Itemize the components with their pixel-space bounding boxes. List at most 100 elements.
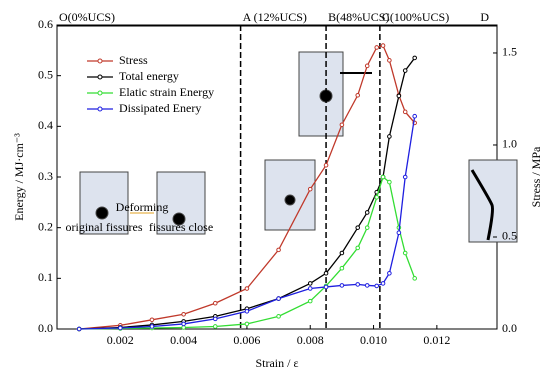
point <box>374 194 380 200</box>
point <box>212 324 218 329</box>
point <box>276 314 281 319</box>
point <box>364 225 370 230</box>
point <box>339 283 345 288</box>
point <box>412 276 417 281</box>
point <box>339 265 345 271</box>
point <box>307 286 313 291</box>
fissure <box>95 206 109 220</box>
x-tick-label: 0.004 <box>170 333 197 347</box>
point <box>244 286 250 291</box>
fissure <box>172 212 186 226</box>
phase-label: B(48%UCS) <box>328 10 389 24</box>
point <box>118 325 123 331</box>
legend-label: Stress <box>119 53 148 67</box>
x-tick-label: 0.012 <box>423 333 450 347</box>
point <box>387 134 392 139</box>
y-tick-label: 0.2 <box>38 219 53 233</box>
series-line <box>79 116 416 330</box>
point <box>387 270 392 276</box>
point <box>364 210 370 215</box>
point <box>76 326 82 332</box>
phase-label: D <box>480 10 489 24</box>
point <box>276 296 281 301</box>
legend-marker <box>97 106 103 112</box>
y-tick-label: 0.3 <box>38 169 53 183</box>
point <box>323 284 329 290</box>
specimen <box>468 159 518 243</box>
point <box>374 45 380 50</box>
point <box>307 186 313 192</box>
point <box>181 321 186 327</box>
y-tick-label: 0.5 <box>38 67 53 81</box>
point <box>355 92 361 98</box>
point <box>380 174 386 180</box>
x-tick-label: 0.008 <box>297 333 324 347</box>
point <box>412 55 417 61</box>
point <box>212 300 218 306</box>
y2-tick-label: 1.5 <box>502 45 517 59</box>
point <box>380 43 386 48</box>
point <box>307 281 313 286</box>
point <box>396 230 402 236</box>
specimen <box>79 171 129 235</box>
point <box>149 324 155 329</box>
point <box>149 317 155 323</box>
x-tick-label: 0.002 <box>107 333 134 347</box>
point <box>380 281 386 286</box>
point <box>387 58 392 63</box>
point <box>355 282 361 287</box>
point <box>402 109 408 115</box>
point <box>181 311 186 317</box>
point <box>402 250 408 256</box>
y-tick-label: 0.4 <box>38 118 53 132</box>
point <box>396 93 402 99</box>
point <box>364 63 370 69</box>
legend-label: Elatic strain Energy <box>119 85 214 99</box>
point <box>212 316 218 322</box>
point <box>323 270 329 276</box>
point <box>307 298 313 304</box>
point <box>323 162 329 168</box>
legend-label: Dissipated Enery <box>119 101 201 115</box>
phase-label: C(100%UCS) <box>382 10 449 24</box>
point <box>339 250 345 256</box>
crack <box>470 169 494 241</box>
inset-label: Deforming <box>116 200 169 214</box>
point <box>355 225 361 230</box>
legend-marker <box>97 58 103 64</box>
point <box>402 174 408 180</box>
legend-marker <box>97 74 103 80</box>
phase-label: A (12%UCS) <box>243 10 307 24</box>
point <box>244 308 250 314</box>
point <box>244 321 250 327</box>
inset-label: fissures close <box>149 220 213 234</box>
point <box>374 283 380 289</box>
specimen <box>156 171 206 235</box>
y-tick-label: 0.0 <box>38 321 53 335</box>
phase-label: O(0%UCS) <box>59 10 115 24</box>
series-line <box>79 57 416 330</box>
y-axis-title: Energy / MJ·cm⁻³ <box>12 133 26 221</box>
point <box>355 245 361 251</box>
y2-tick-label: 0.5 <box>502 229 517 243</box>
point <box>387 179 392 185</box>
series-line <box>79 175 416 330</box>
x-tick-label: 0.006 <box>233 333 260 347</box>
y2-axis-title: Stress / MPa <box>529 146 543 207</box>
legend-label: Total energy <box>119 69 179 83</box>
x-axis-title: Strain / ε <box>255 356 298 370</box>
point <box>364 283 370 288</box>
y-tick-label: 0.6 <box>38 17 53 31</box>
fissure <box>284 194 296 206</box>
insets <box>79 51 518 243</box>
x-tick-label: 0.010 <box>360 333 387 347</box>
y2-tick-label: 0.0 <box>502 321 517 335</box>
legend-marker <box>97 90 103 96</box>
point <box>339 122 345 128</box>
series-line <box>79 44 416 330</box>
point <box>276 247 281 253</box>
y-tick-label: 0.1 <box>38 270 53 284</box>
y2-tick-label: 1.0 <box>502 137 517 151</box>
point <box>402 68 408 73</box>
